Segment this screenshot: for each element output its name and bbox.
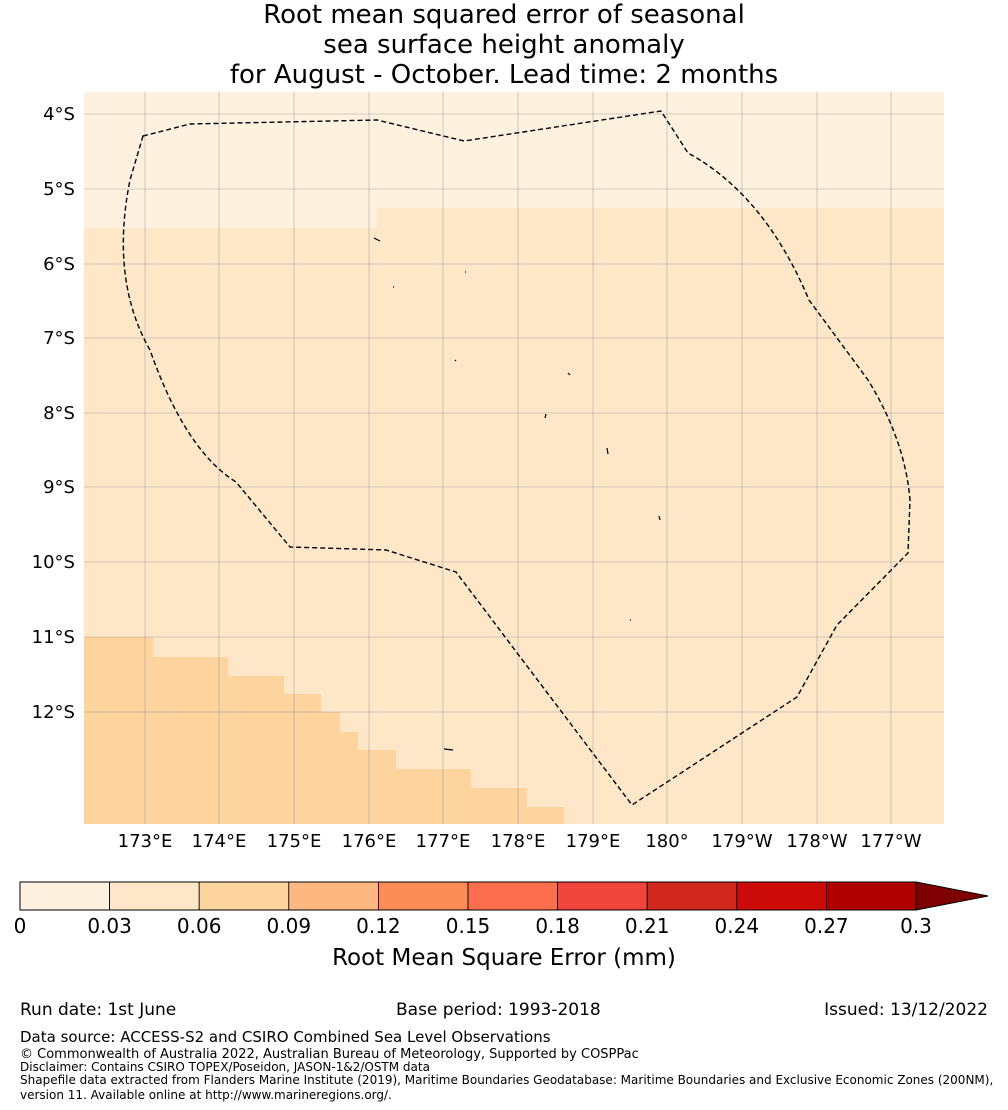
colorbar-cell xyxy=(467,881,558,911)
colorbar-extend-arrow xyxy=(915,881,989,911)
run-date: Run date: 1st June xyxy=(20,1000,177,1020)
lon-label: 179°E xyxy=(566,831,621,852)
colorbar-tick-label: 0 xyxy=(14,914,27,938)
lat-label: 12°S xyxy=(32,702,75,723)
colorbar-label: Root Mean Square Error (mm) xyxy=(332,945,676,971)
latitude-labels: 4°S 5°S 6°S 7°S 8°S 9°S 10°S 11°S 12°S xyxy=(32,104,75,723)
map-figure: 4°S 5°S 6°S 7°S 8°S 9°S 10°S 11°S 12°S 1… xyxy=(14,92,989,971)
colorbar-frame xyxy=(19,881,917,911)
lat-label: 4°S xyxy=(43,104,75,125)
colorbar: 0 0.03 0.06 0.09 0.12 0.15 0.18 0.21 0.24 0.27 0.3… xyxy=(14,881,989,971)
title-line-1: Root mean squared error of seasonal xyxy=(263,0,745,30)
lon-label: 177°E xyxy=(416,831,471,852)
colorbar-cell xyxy=(646,881,738,911)
lon-label: 179°W xyxy=(711,831,772,852)
colorbar-cell xyxy=(826,881,917,911)
lon-label: 175°E xyxy=(267,831,322,852)
shapefile-credit-line2: version 11. Available online at http://w… xyxy=(20,1088,392,1102)
colorbar-tick-label: 0.27 xyxy=(804,914,849,938)
lat-label: 5°S xyxy=(43,179,75,200)
lon-label: 173°E xyxy=(118,831,173,852)
colorbar-cell xyxy=(377,881,469,911)
colorbar-cell xyxy=(109,881,200,911)
lat-label: 10°S xyxy=(32,552,75,573)
field-southwest-patch xyxy=(84,637,564,824)
lon-label: 174°E xyxy=(192,831,247,852)
issued-date: Issued: 13/12/2022 xyxy=(824,1000,988,1020)
lon-label: 178°E xyxy=(491,831,546,852)
colorbar-cell xyxy=(557,881,648,911)
title-line-3: for August - October. Lead time: 2 month… xyxy=(229,60,779,90)
map-title: Root mean squared error of seasonal sea … xyxy=(0,0,1008,90)
colorbar-tick-label: 0.12 xyxy=(356,914,401,938)
colorbar-tick-label: 0.09 xyxy=(267,914,312,938)
data-source: Data source: ACCESS-S2 and CSIRO Combine… xyxy=(20,1028,551,1046)
lat-label: 7°S xyxy=(43,328,75,349)
colorbar-tick-label: 0.18 xyxy=(535,914,580,938)
lon-label: 178°W xyxy=(786,831,847,852)
disclaimer: Disclaimer: Contains CSIRO TOPEX/Poseido… xyxy=(20,1060,430,1074)
colorbar-ticks: 0 0.03 0.06 0.09 0.12 0.15 0.18 0.21 0.24 0.27 0.3 xyxy=(14,914,932,938)
colorbar-tick-label: 0.06 xyxy=(177,914,222,938)
colorbar-tick-label: 0.24 xyxy=(715,914,760,938)
lon-label: 177°W xyxy=(860,831,921,852)
copyright-notice: © Commonwealth of Australia 2022, Austra… xyxy=(20,1047,639,1062)
colorbar-tick-label: 0.3 xyxy=(900,914,932,938)
colorbar-tick-label: 0.21 xyxy=(625,914,670,938)
field-top-band xyxy=(84,92,944,228)
colorbar-cell xyxy=(288,881,379,911)
colorbar-cell xyxy=(198,881,290,911)
title-line-2: sea surface height anomaly xyxy=(323,30,685,60)
base-period: Base period: 1993-2018 xyxy=(396,1000,601,1020)
lat-label: 9°S xyxy=(43,477,75,498)
colorbar-cells xyxy=(19,881,917,911)
rmse-field xyxy=(84,92,944,824)
colorbar-tick-label: 0.15 xyxy=(446,914,491,938)
lat-label: 11°S xyxy=(32,627,75,648)
lat-label: 8°S xyxy=(43,403,75,424)
shapefile-credit-line1: Shapefile data extracted from Flanders M… xyxy=(20,1073,994,1087)
lon-label: 180° xyxy=(645,831,688,852)
islands xyxy=(373,237,661,751)
lon-label: 176°E xyxy=(342,831,397,852)
colorbar-tick-label: 0.03 xyxy=(87,914,132,938)
colorbar-cell xyxy=(19,881,110,911)
eez-boundary xyxy=(122,110,911,806)
gridlines xyxy=(84,92,944,824)
colorbar-cell xyxy=(736,881,827,911)
longitude-labels: 173°E 174°E 175°E 176°E 177°E 178°E 179°… xyxy=(118,831,922,852)
lat-label: 6°S xyxy=(43,254,75,275)
